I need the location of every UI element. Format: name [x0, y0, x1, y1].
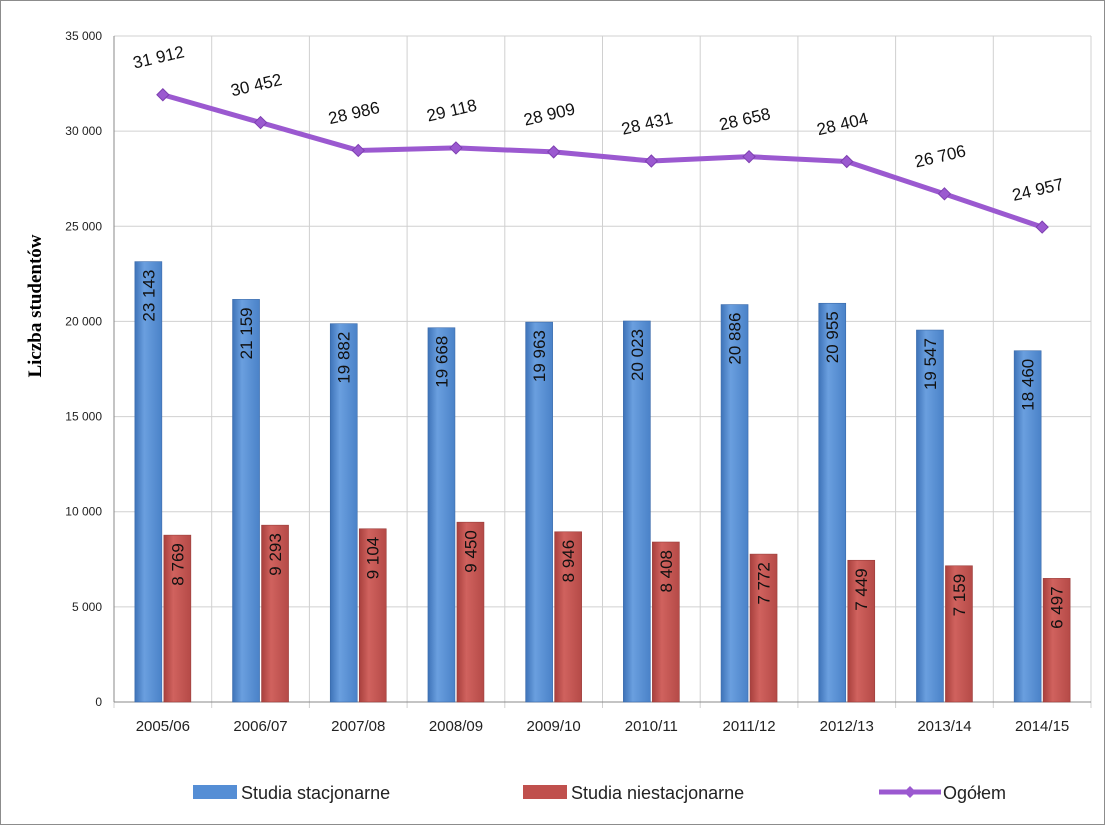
bar-data-label: 7 449: [852, 568, 871, 611]
legend-swatch: [193, 785, 237, 799]
bar-data-label: 7 159: [950, 574, 969, 617]
x-category-label: 2007/08: [331, 718, 385, 735]
legend-label: Studia niestacjonarne: [571, 783, 744, 803]
bar-data-label: 9 293: [266, 533, 285, 576]
line-data-label: 28 431: [620, 109, 675, 139]
y-tick-label: 35 000: [65, 29, 102, 43]
y-tick-label: 25 000: [65, 219, 102, 233]
line-data-label: 28 658: [717, 104, 772, 134]
bar-stacjonarne: [623, 320, 651, 703]
line-data-label: 31 912: [131, 42, 186, 72]
bar-stacjonarne: [916, 329, 944, 703]
line-marker: [449, 141, 463, 155]
bar-stacjonarne: [329, 323, 358, 703]
line-marker: [156, 88, 170, 102]
bar-data-label: 7 772: [755, 562, 774, 605]
bar-data-label: 9 104: [364, 537, 383, 580]
line-marker: [644, 154, 659, 168]
line-marker: [742, 149, 756, 164]
y-tick-label: 20 000: [65, 314, 102, 328]
x-category-label: 2014/15: [1015, 718, 1069, 735]
line-data-label: 28 404: [815, 109, 870, 139]
y-tick-label: 15 000: [65, 410, 102, 424]
line-marker: [253, 115, 268, 130]
y-axis-title: Liczba studentów: [25, 234, 46, 377]
line-data-label: 28 909: [522, 99, 577, 129]
y-tick-label: 30 000: [65, 124, 102, 138]
bar-data-label: 18 460: [1019, 359, 1038, 411]
line-data-label: 30 452: [229, 70, 284, 100]
bar-niestacjonarne: [261, 524, 289, 703]
bar-data-label: 20 955: [823, 311, 842, 363]
line-marker: [840, 154, 854, 169]
y-tick-label: 10 000: [65, 505, 102, 519]
data-label-layer: 23 143 21 159 19 882 19 668 19 963 20 023 20 8…: [131, 42, 1067, 629]
bar-stacjonarne: [720, 304, 749, 703]
y-tick-label: 0: [95, 695, 102, 709]
bar-data-label: 19 963: [530, 330, 549, 382]
x-category-label: 2008/09: [429, 718, 483, 735]
bar-data-label: 8 408: [657, 550, 676, 593]
bar-data-label: 19 668: [432, 336, 451, 388]
bar-data-label: 20 023: [628, 329, 647, 381]
line-layer: [156, 88, 1049, 234]
legend-swatch: [523, 785, 567, 799]
line-data-label: 29 118: [425, 96, 479, 126]
bar-stacjonarne: [818, 302, 847, 703]
bar-niestacjonarne: [554, 531, 582, 703]
line-data-label: 28 986: [327, 98, 382, 128]
grid-layer: [113, 35, 1092, 708]
line-marker: [937, 187, 952, 201]
bar-stacjonarne: [1013, 350, 1042, 703]
bar-data-label: 19 882: [335, 332, 354, 384]
bar-stacjonarne: [427, 327, 456, 703]
line-marker: [351, 143, 365, 158]
line-ogolem: [162, 92, 1043, 230]
bar-niestacjonarne: [163, 534, 192, 703]
bar-data-label: 21 159: [237, 307, 256, 359]
bar-niestacjonarne: [358, 528, 387, 703]
x-category-label: 2006/07: [233, 718, 287, 735]
bar-stacjonarne: [134, 261, 163, 703]
legend-marker: [904, 786, 916, 798]
bar-niestacjonarne: [456, 521, 485, 703]
bar-stacjonarne: [232, 299, 260, 703]
line-data-label: 24 957: [1010, 175, 1065, 205]
bar-niestacjonarne: [945, 565, 973, 703]
bar-data-label: 8 946: [559, 540, 578, 583]
bar-data-label: 6 497: [1048, 586, 1067, 629]
legend-label: Ogółem: [943, 783, 1006, 803]
x-category-label: 2010/11: [625, 718, 678, 735]
legend: Studia stacjonarne Studia niestacjonarne O…: [193, 783, 1006, 803]
line-marker: [1035, 220, 1049, 234]
bar-stacjonarne: [525, 321, 553, 703]
bar-data-label: 20 886: [726, 313, 745, 365]
bar-niestacjonarne: [1042, 578, 1071, 703]
bar-data-label: 19 547: [921, 338, 940, 390]
x-category-label: 2012/13: [820, 718, 874, 735]
legend-label: Studia stacjonarne: [241, 783, 390, 803]
y-tick-label: 5 000: [72, 600, 102, 614]
y-axis-ticks: 0 5 000 10 000 15 000 20 000 25 000 30 000 35 0…: [65, 29, 102, 709]
x-category-label: 2011/12: [722, 718, 775, 735]
line-data-label: 26 706: [913, 141, 968, 171]
x-category-label: 2009/10: [527, 718, 581, 735]
bar-niestacjonarne: [847, 559, 876, 703]
bar-data-label: 9 450: [461, 530, 480, 573]
bar-data-label: 8 769: [168, 543, 187, 586]
bar-data-label: 23 143: [139, 270, 158, 322]
line-marker: [546, 145, 561, 159]
x-category-label: 2005/06: [136, 718, 190, 735]
bar-niestacjonarne: [652, 541, 680, 703]
bar-layer: [134, 261, 1071, 703]
x-axis-categories: 2005/06 2006/07 2007/08 2008/09 2009/10 2010/…: [136, 718, 1070, 735]
bar-niestacjonarne: [749, 553, 778, 703]
x-category-label: 2013/14: [917, 718, 971, 735]
